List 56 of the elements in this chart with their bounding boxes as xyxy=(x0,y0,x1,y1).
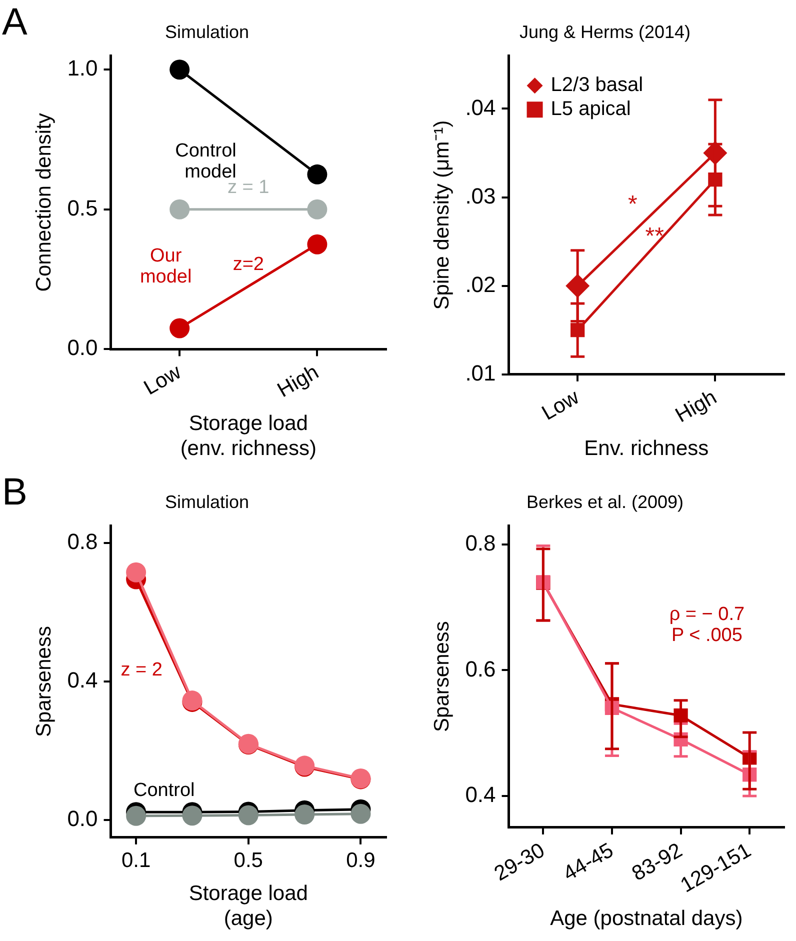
x-axis-title: Storage load (age) xyxy=(188,882,308,930)
point xyxy=(307,164,328,184)
x-tick-label: 0.9 xyxy=(346,848,376,872)
y-tick-label: 0.0 xyxy=(67,806,98,832)
y-axis-title: Connection density xyxy=(32,112,56,292)
y-tick-label: 0.4 xyxy=(67,668,98,693)
x-tick-label: High xyxy=(672,386,721,428)
point xyxy=(307,199,328,220)
series-label: z = 2 xyxy=(120,659,163,680)
series-label: z=2 xyxy=(232,254,264,276)
y-tick-label: 0.5 xyxy=(67,195,98,220)
point xyxy=(307,234,328,254)
x-tick-label: 0.1 xyxy=(121,848,151,872)
x-tick-label: High xyxy=(274,360,323,402)
annotation: * xyxy=(628,191,638,218)
chart-title: Jung & Herms (2014) xyxy=(519,22,691,42)
chart-title: Simulation xyxy=(164,22,250,42)
y-tick-label: 1.0 xyxy=(67,56,98,81)
y-tick-label: .03 xyxy=(465,183,496,208)
point xyxy=(126,562,146,582)
legend-label: L2/3 basal xyxy=(550,74,644,96)
y-axis-title: Spine density (μm⁻¹) xyxy=(430,120,454,310)
chart-title: Berkes et al. (2009) xyxy=(526,492,684,512)
point xyxy=(170,60,190,80)
annotation: ** xyxy=(645,222,664,250)
point xyxy=(294,804,315,825)
series-label: Control xyxy=(134,780,195,801)
x-tick-label: Low xyxy=(140,360,186,400)
y-tick-label: 0.6 xyxy=(465,656,496,682)
y-axis-title: Sparseness xyxy=(32,626,56,737)
legend-label: L5 apical xyxy=(550,98,631,120)
x-axis-title: Storage load (env. richness) xyxy=(180,412,316,460)
y-axis-title: Sparseness xyxy=(430,621,454,732)
y-tick-label: .04 xyxy=(465,94,496,120)
y-tick-label: 0.0 xyxy=(67,335,98,360)
y-tick-label: 0.8 xyxy=(67,528,98,554)
x-axis-title: Env. richness xyxy=(584,437,709,460)
y-tick-label: 0.8 xyxy=(465,530,496,556)
y-tick-label: 0.4 xyxy=(465,782,496,808)
y-tick-label: .01 xyxy=(465,360,496,386)
y-tick-label: .02 xyxy=(465,272,496,297)
point xyxy=(182,806,202,826)
x-tick-label: Low xyxy=(538,385,584,425)
text: B xyxy=(2,471,28,514)
point xyxy=(350,804,371,824)
annotation: ρ = − 0.7 P < .005 xyxy=(669,604,745,646)
point xyxy=(238,805,258,826)
annotation: Our model xyxy=(140,246,192,288)
text: A xyxy=(2,1,28,44)
point xyxy=(170,199,190,220)
point xyxy=(126,806,146,826)
x-axis-title: Age (postnatal days) xyxy=(550,907,743,930)
x-tick-label: 0.5 xyxy=(234,848,263,872)
point xyxy=(170,318,190,338)
chart-title: Simulation xyxy=(164,492,250,512)
x-tick-label: 44-45 xyxy=(559,838,618,886)
